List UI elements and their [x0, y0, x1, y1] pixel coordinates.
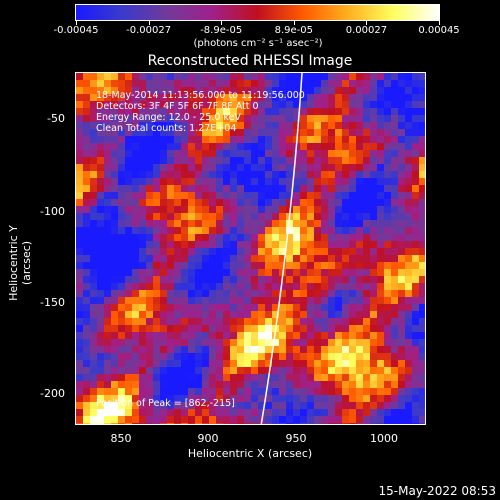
- colorbar-tick: [366, 21, 368, 25]
- rhessi-image: 18-May-2014 11:13:56.000 to 11:19:56.000…: [75, 72, 426, 425]
- annotation-detectors: Detectors: 3F 4F 5F 6F 7F 8F Att 0: [96, 101, 259, 112]
- y-tick-label: -150: [40, 296, 65, 309]
- annotation-peak: Position of Peak = [862,-215]: [96, 398, 235, 409]
- solar-limb-line: [260, 73, 303, 424]
- colorbar-tick-label: -0.00045: [53, 25, 99, 36]
- x-tick-label: 900: [197, 432, 219, 445]
- colorbar-tick: [221, 21, 223, 25]
- heatmap-cells: [76, 73, 425, 424]
- y-tick-label: -50: [47, 112, 65, 125]
- x-axis-label: Heliocentric X (arcsec): [187, 447, 313, 460]
- timestamp: 15-May-2022 08:53: [378, 484, 496, 498]
- colorbar-tick-label: -8.9e-05: [200, 25, 243, 36]
- annotation-energy: Energy Range: 12.0 - 25.0 keV: [96, 112, 241, 123]
- x-tick-label: 850: [110, 432, 132, 445]
- colorbar-tick: [148, 21, 150, 25]
- colorbar-tick: [293, 21, 295, 25]
- y-axis-label: Heliocentric Y (arcsec): [7, 225, 33, 301]
- heatmap-image: [76, 73, 425, 424]
- colorbar: [75, 4, 440, 21]
- x-tick-label: 1000: [370, 432, 398, 445]
- colorbar-tick-label: 8.9e-05: [274, 25, 313, 36]
- colorbar-tick: [76, 21, 77, 25]
- x-tick-label: 950: [285, 432, 307, 445]
- colorbar-tick-label: -0.00027: [126, 25, 172, 36]
- colorbar-tick-label: 0.00027: [345, 25, 388, 36]
- plot-title: Reconstructed RHESSI Image: [147, 53, 353, 69]
- y-tick-label: -200: [40, 387, 65, 400]
- annotation-counts: Clean Total counts: 1.27E+04: [96, 123, 237, 134]
- annotation-time: 18-May-2014 11:13:56.000 to 11:19:56.000: [96, 90, 305, 101]
- colorbar-tick: [439, 21, 440, 25]
- y-tick-label: -100: [40, 205, 65, 218]
- colorbar-tick-label: 0.00045: [418, 25, 460, 36]
- colorbar-unit: (photons cm⁻² s⁻¹ asec⁻²): [193, 38, 323, 49]
